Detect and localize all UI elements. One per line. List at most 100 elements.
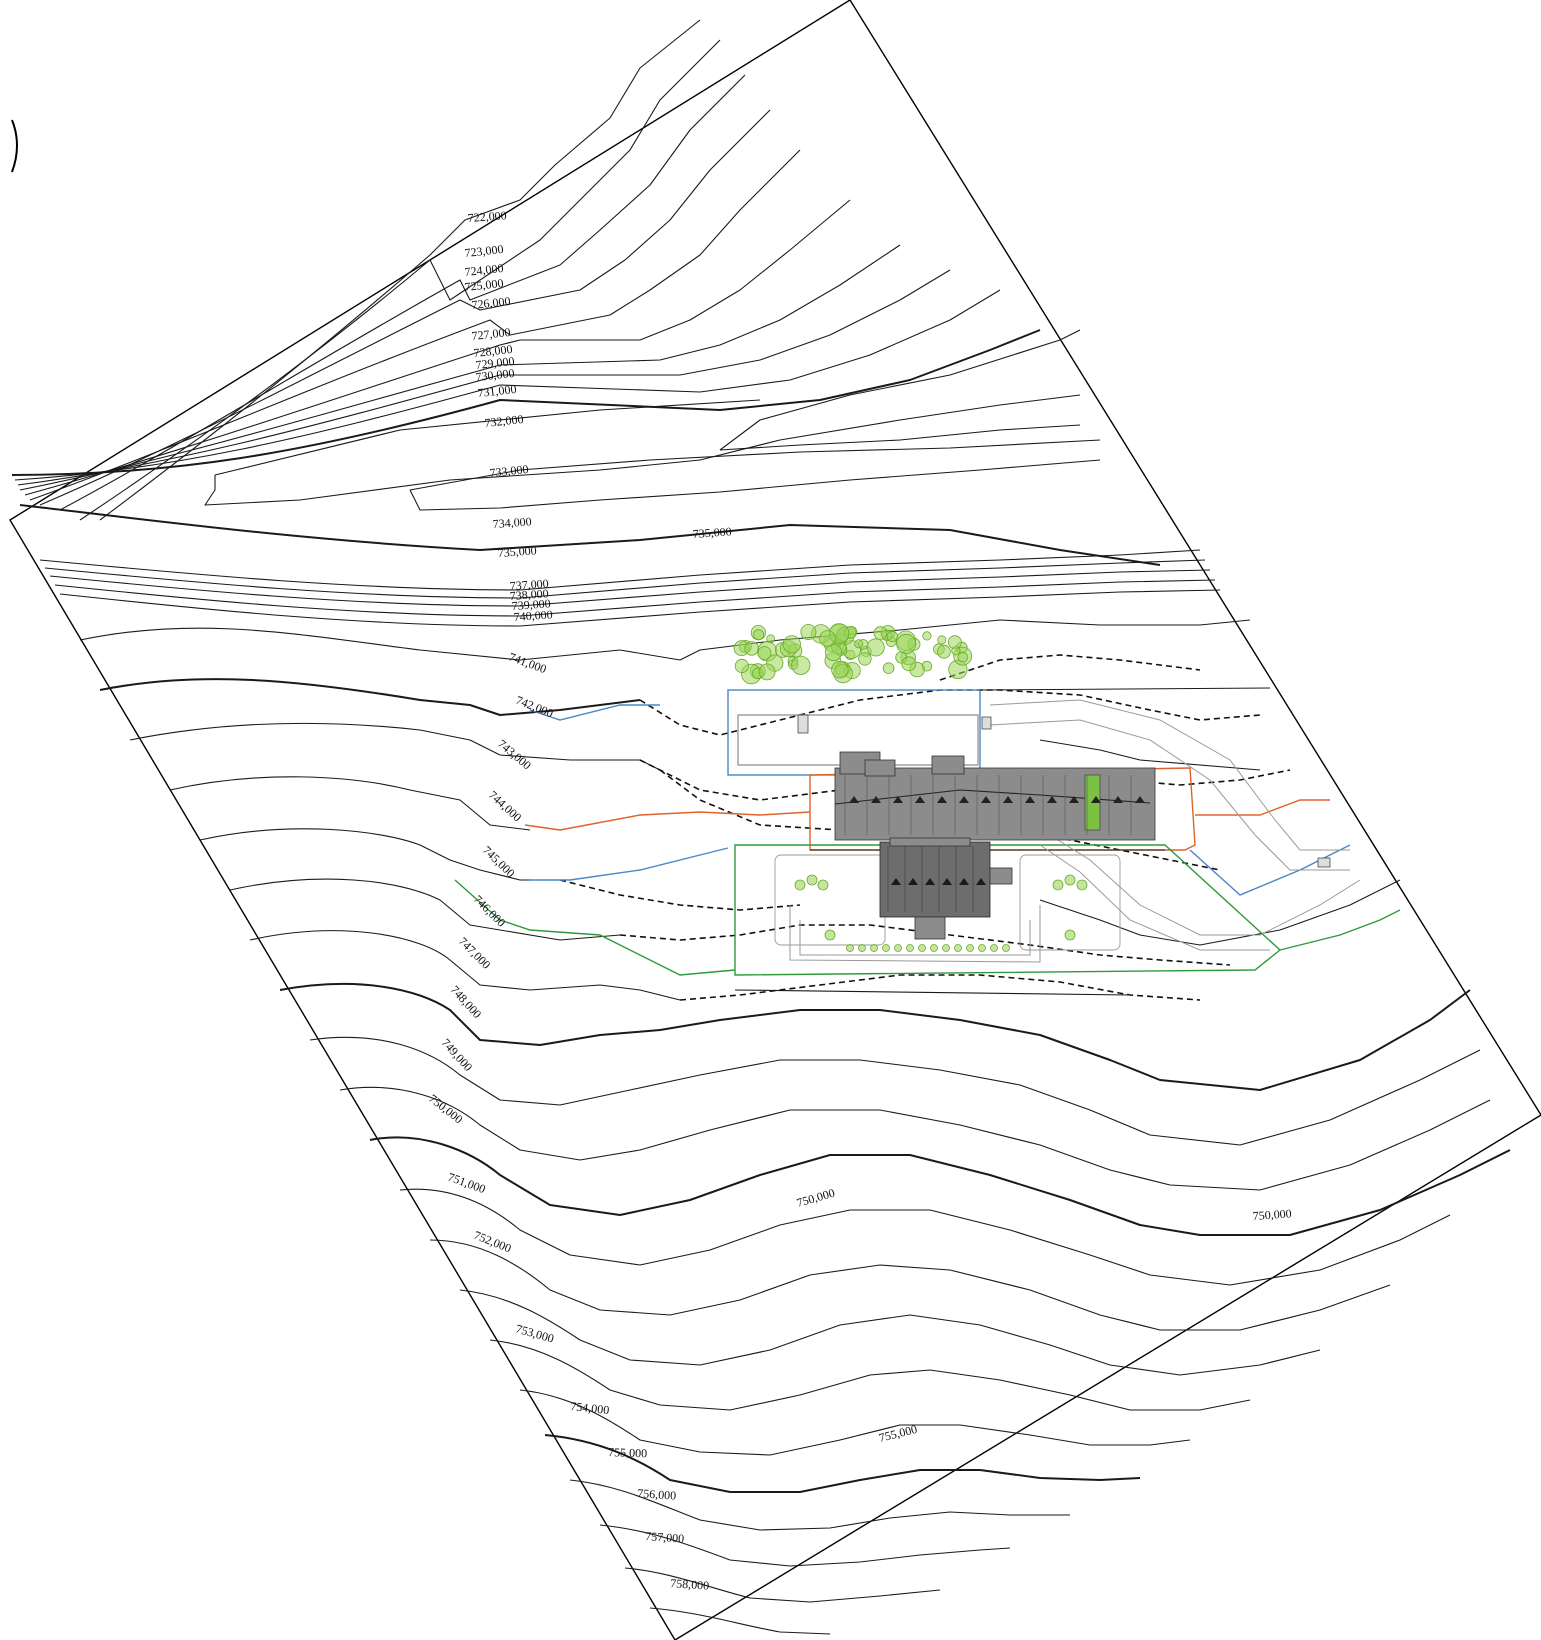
- contour-line: [719, 424, 1081, 451]
- tree-canopy: [794, 879, 806, 891]
- dashed-contour: [639, 689, 1261, 736]
- contour-label: 744,000: [486, 788, 524, 825]
- tree-canopy: [937, 635, 947, 645]
- building-roof: [834, 767, 1156, 841]
- lower-building-wing: [914, 916, 946, 940]
- blue-contour: [529, 704, 660, 721]
- contour-line: [39, 109, 771, 506]
- building-wing: [864, 759, 896, 777]
- contour-line: [1039, 879, 1401, 946]
- dashed-contour: [619, 924, 1231, 966]
- site-boundary-line: [979, 687, 1271, 691]
- tree-canopy: [922, 631, 932, 641]
- road-edge: [989, 699, 1350, 851]
- contour-label: 749,000: [439, 1036, 476, 1074]
- roof-gable: [915, 796, 925, 803]
- site-boundary-line: [734, 989, 1131, 996]
- contour-label: 750,000: [1252, 1206, 1292, 1223]
- roof-gable: [959, 878, 969, 885]
- roof-gable: [1025, 796, 1035, 803]
- contour-label: 725,000: [464, 276, 504, 294]
- contour-label: 747,000: [456, 934, 493, 971]
- parcel-boundary: [9, 0, 1541, 1640]
- vegetation-cluster: [733, 623, 1088, 952]
- tree-canopy: [791, 655, 811, 675]
- contour-line: [44, 559, 1206, 599]
- roof-gable: [1069, 796, 1079, 803]
- edge-arc: [11, 119, 18, 173]
- contour-label: 739,000: [511, 596, 551, 613]
- road-edge: [799, 920, 1031, 956]
- dashed-contour: [679, 974, 1201, 1001]
- contour-label: 734,000: [492, 514, 532, 531]
- tree-canopy: [882, 662, 895, 674]
- contour-label: 729,000: [475, 354, 515, 372]
- tree-canopy: [824, 643, 843, 662]
- tree-canopy: [744, 641, 759, 656]
- roof-gable: [908, 878, 918, 885]
- tree-canopy: [782, 635, 801, 654]
- tree-canopy: [882, 944, 890, 952]
- roof-gable: [1113, 796, 1123, 803]
- contour-label: 750,000: [795, 1186, 836, 1210]
- contour-line: [169, 776, 531, 831]
- contour-line: [599, 1524, 1011, 1567]
- contour-label: 733,000: [489, 462, 529, 480]
- tree-canopy: [990, 944, 998, 952]
- contour-line: [429, 1239, 1391, 1331]
- contour-line: [409, 459, 1101, 511]
- roof-gable: [1091, 796, 1101, 803]
- contour-line: [369, 1136, 1511, 1236]
- contour-label: 738,000: [509, 586, 549, 603]
- contour-line: [204, 394, 1081, 506]
- tree-canopy: [806, 874, 818, 886]
- contour-label: 724,000: [464, 261, 504, 279]
- tree-canopy: [1002, 944, 1010, 952]
- tree-canopy: [966, 944, 974, 952]
- tree-canopy: [1064, 929, 1076, 941]
- contour-line: [39, 549, 1201, 591]
- contour-line: [59, 74, 746, 511]
- contour-line: [544, 1434, 1141, 1493]
- tree-canopy: [978, 944, 986, 952]
- lower-building-wing: [989, 867, 1013, 885]
- roof-gable: [871, 796, 881, 803]
- contour-label: 728,000: [473, 342, 513, 360]
- tree-canopy: [894, 944, 902, 952]
- contour-label: 723,000: [464, 242, 504, 260]
- vehicle-symbol: [981, 716, 992, 730]
- roof-gable: [959, 796, 969, 803]
- contour-label: 737,000: [509, 576, 549, 593]
- tree-canopy: [866, 638, 885, 657]
- contour-label: 755,000: [877, 1422, 918, 1445]
- contour-label: 735,000: [692, 524, 732, 541]
- contour-label: 742,000: [514, 693, 555, 721]
- contour-line: [719, 329, 1081, 451]
- contour-line: [11, 329, 1041, 476]
- tree-canopy: [951, 646, 961, 656]
- roof-gable: [1135, 796, 1145, 803]
- contour-line: [249, 930, 681, 1001]
- contour-line: [649, 1607, 831, 1635]
- tree-canopy: [918, 944, 926, 952]
- tree-canopy: [824, 929, 836, 941]
- contour-label: 732,000: [484, 412, 524, 430]
- contour-line: [279, 982, 1471, 1091]
- contour-label: 754,000: [570, 1399, 610, 1417]
- tree-canopy: [873, 626, 888, 640]
- contour-label: 740,000: [513, 607, 553, 624]
- contour-line: [569, 1479, 1070, 1531]
- parking-area-right: [1019, 854, 1121, 951]
- tree-canopy: [758, 663, 776, 681]
- zone-lines: [454, 687, 1401, 996]
- contour-line: [59, 589, 1221, 627]
- contour-label: 726,000: [471, 294, 511, 312]
- contour-line: [1039, 739, 1261, 771]
- contour-label: 753,000: [514, 1321, 555, 1345]
- tree-canopy: [858, 652, 872, 666]
- building-wing: [931, 755, 965, 775]
- tree-canopy: [896, 633, 917, 654]
- contour-label: 727,000: [471, 325, 511, 343]
- tree-canopy: [906, 944, 914, 952]
- tree-canopy: [846, 944, 854, 952]
